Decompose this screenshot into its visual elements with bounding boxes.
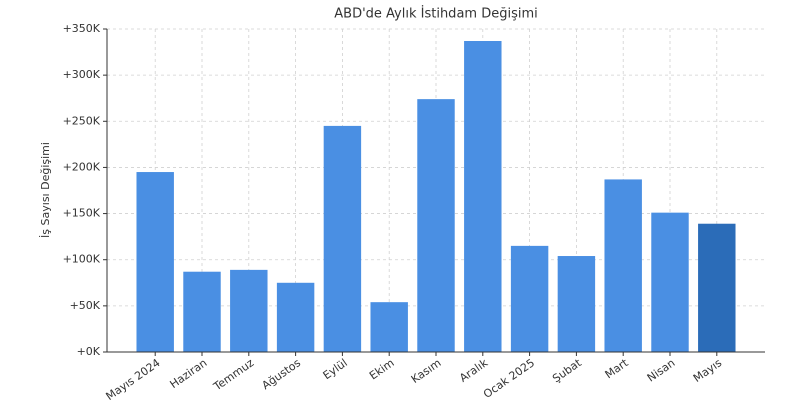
y-tick-label: +200K bbox=[63, 160, 101, 173]
x-tick-label: Ekim bbox=[367, 356, 397, 382]
x-tick-label: Aralık bbox=[457, 356, 491, 385]
bar bbox=[183, 271, 221, 352]
x-tick-label: Kasım bbox=[409, 356, 444, 386]
bar bbox=[276, 282, 315, 352]
bar bbox=[651, 212, 689, 352]
x-tick-label: Şubat bbox=[550, 356, 584, 385]
bar bbox=[557, 256, 596, 352]
y-tick-label: +300K bbox=[63, 68, 101, 81]
y-tick-label: +0K bbox=[77, 345, 101, 358]
y-axis-label: İş Sayısı Değişimi bbox=[39, 142, 52, 238]
x-tick-label: Haziran bbox=[168, 356, 210, 391]
bar bbox=[323, 125, 362, 353]
bar bbox=[136, 172, 174, 352]
bar bbox=[698, 223, 736, 352]
x-tick-label: Ağustos bbox=[260, 356, 304, 392]
y-tick-label: +250K bbox=[63, 114, 101, 127]
y-tick-label: +50K bbox=[70, 299, 101, 312]
bar bbox=[510, 245, 549, 352]
y-tick-label: +150K bbox=[63, 207, 101, 220]
bar bbox=[370, 302, 408, 352]
y-tick-label: +100K bbox=[63, 253, 101, 266]
x-tick-label: Eylül bbox=[321, 356, 350, 382]
bar bbox=[417, 99, 455, 352]
chart-title: ABD'de Aylık İstihdam Değişimi bbox=[334, 6, 537, 22]
x-tick-label: Mart bbox=[603, 356, 632, 381]
x-tick-label: Mayıs 2024 bbox=[104, 356, 163, 400]
y-tick-label: +350K bbox=[63, 22, 101, 35]
bar bbox=[604, 179, 642, 352]
x-tick-label: Temmuz bbox=[210, 356, 256, 394]
x-tick-label: Mayıs bbox=[691, 356, 725, 385]
x-tick-label: Nisan bbox=[645, 356, 678, 384]
bar bbox=[464, 40, 502, 353]
bar bbox=[230, 269, 268, 352]
x-tick-label: Ocak 2025 bbox=[481, 356, 537, 400]
